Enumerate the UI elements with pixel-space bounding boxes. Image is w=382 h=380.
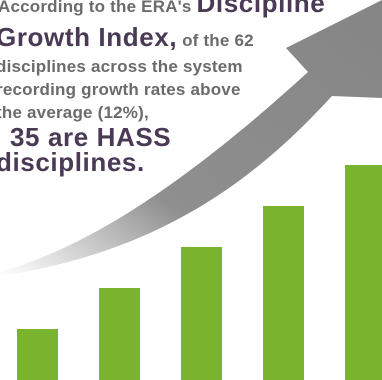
caption-line-2-rest: of the 62 [177, 31, 254, 50]
caption-hass-disciplines: disciplines. [0, 147, 145, 177]
growth-bar [181, 247, 222, 380]
caption-line-4: recording growth rates above [0, 80, 241, 99]
caption-line-5: the average (12%), [0, 103, 149, 122]
caption-line-1-prefix: According to the ERA's [0, 0, 197, 16]
bar-group [17, 165, 382, 380]
caption-discipline-emphasis: Discipline [196, 0, 326, 18]
growth-arrow-icon [0, 0, 382, 276]
caption-growth-index-emphasis: Growth Index, [0, 22, 178, 52]
caption-line-3: disciplines across the system [0, 57, 243, 76]
growth-bar [345, 165, 382, 380]
growth-bar [263, 206, 304, 380]
growth-bar [99, 288, 140, 380]
growth-bar [17, 329, 58, 380]
caption-line-1: According to the ERA's Discipline [0, 0, 325, 18]
caption-hass-count: 35 are HASS [10, 122, 172, 152]
caption-line-2: Growth Index, of the 62 [0, 22, 254, 52]
